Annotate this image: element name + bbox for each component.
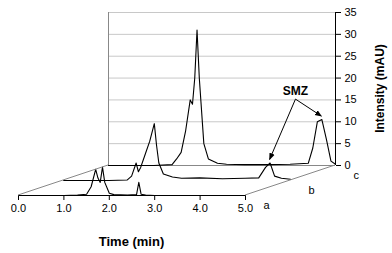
svg-text:30: 30: [345, 28, 357, 40]
svg-text:3.0: 3.0: [147, 202, 162, 214]
svg-text:5.0: 5.0: [238, 202, 253, 214]
svg-text:c: c: [354, 169, 360, 181]
svg-text:0.0: 0.0: [11, 202, 26, 214]
svg-text:10: 10: [345, 115, 357, 127]
svg-text:4.0: 4.0: [192, 202, 207, 214]
svg-text:SMZ: SMZ: [283, 84, 308, 98]
svg-text:a: a: [264, 199, 271, 211]
svg-text:b: b: [309, 184, 315, 196]
svg-text:25: 25: [345, 50, 357, 62]
svg-text:Intensity (mAU): Intensity (mAU): [373, 44, 387, 133]
svg-text:20: 20: [345, 72, 357, 84]
svg-text:5: 5: [345, 137, 351, 149]
svg-text:Time (min): Time (min): [99, 234, 165, 249]
svg-text:0: 0: [345, 159, 351, 171]
svg-text:1.0: 1.0: [56, 202, 71, 214]
svg-text:15: 15: [345, 93, 357, 105]
svg-text:2.0: 2.0: [102, 202, 117, 214]
svg-text:35: 35: [345, 6, 357, 18]
